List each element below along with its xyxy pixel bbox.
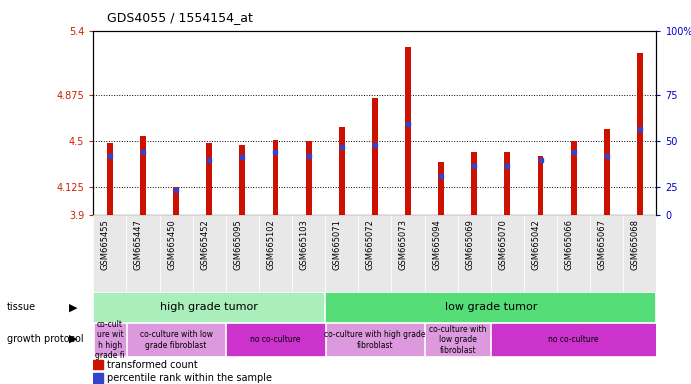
- Text: tissue: tissue: [7, 302, 36, 312]
- Bar: [571, 141, 576, 215]
- Bar: [173, 187, 179, 215]
- Text: GSM665452: GSM665452: [200, 219, 209, 270]
- Text: low grade tumor: low grade tumor: [444, 302, 537, 312]
- Text: GSM665095: GSM665095: [234, 219, 243, 270]
- Bar: [93, 293, 323, 322]
- Bar: [325, 215, 359, 292]
- Bar: [425, 323, 490, 356]
- Bar: [160, 215, 193, 292]
- Bar: [227, 323, 325, 356]
- Bar: [471, 152, 477, 215]
- Text: GSM665447: GSM665447: [134, 219, 143, 270]
- Text: GDS4055 / 1554154_at: GDS4055 / 1554154_at: [107, 12, 253, 25]
- Bar: [491, 215, 524, 292]
- Bar: [140, 136, 146, 215]
- Bar: [557, 215, 590, 292]
- Text: GSM665066: GSM665066: [565, 219, 574, 270]
- Bar: [193, 215, 226, 292]
- Bar: [305, 141, 312, 215]
- Text: co-culture with low
grade fibroblast: co-culture with low grade fibroblast: [140, 330, 213, 349]
- Text: GSM665103: GSM665103: [300, 219, 309, 270]
- Text: GSM665450: GSM665450: [167, 219, 176, 270]
- Text: GSM665094: GSM665094: [432, 219, 441, 270]
- Bar: [637, 53, 643, 215]
- Bar: [94, 323, 126, 356]
- Bar: [127, 323, 225, 356]
- Text: GSM665073: GSM665073: [399, 219, 408, 270]
- Text: GSM665072: GSM665072: [366, 219, 375, 270]
- Bar: [524, 215, 557, 292]
- Bar: [359, 215, 391, 292]
- Text: high grade tumor: high grade tumor: [160, 302, 258, 312]
- Text: GSM665069: GSM665069: [465, 219, 474, 270]
- Bar: [438, 162, 444, 215]
- Bar: [107, 142, 113, 215]
- Bar: [391, 215, 424, 292]
- Bar: [339, 127, 345, 215]
- Text: GSM665070: GSM665070: [498, 219, 507, 270]
- Bar: [491, 323, 656, 356]
- Text: ▶: ▶: [69, 334, 77, 344]
- Bar: [405, 47, 411, 215]
- Text: no co-culture: no co-culture: [549, 335, 599, 344]
- Text: percentile rank within the sample: percentile rank within the sample: [107, 373, 272, 383]
- Bar: [623, 215, 656, 292]
- Text: GSM665071: GSM665071: [333, 219, 342, 270]
- Bar: [93, 360, 104, 369]
- Bar: [239, 145, 245, 215]
- Text: GSM665067: GSM665067: [598, 219, 607, 270]
- Text: ▶: ▶: [69, 302, 77, 312]
- Bar: [604, 129, 609, 215]
- Text: co-cult
ure wit
h high
grade fi: co-cult ure wit h high grade fi: [95, 320, 124, 360]
- Text: co-culture with high grade
fibroblast: co-culture with high grade fibroblast: [324, 330, 426, 349]
- Bar: [326, 323, 424, 356]
- Bar: [126, 215, 160, 292]
- Text: GSM665455: GSM665455: [101, 219, 110, 270]
- Bar: [259, 215, 292, 292]
- Bar: [504, 152, 511, 215]
- Bar: [93, 373, 104, 382]
- Bar: [590, 215, 623, 292]
- Text: GSM665102: GSM665102: [267, 219, 276, 270]
- Bar: [457, 215, 491, 292]
- Bar: [226, 215, 259, 292]
- Bar: [206, 142, 212, 215]
- Text: transformed count: transformed count: [107, 360, 198, 370]
- Bar: [424, 215, 457, 292]
- Text: co-culture with
low grade
fibroblast: co-culture with low grade fibroblast: [429, 325, 486, 355]
- Bar: [325, 293, 655, 322]
- Bar: [292, 215, 325, 292]
- Bar: [93, 215, 126, 292]
- Bar: [372, 98, 378, 215]
- Bar: [272, 140, 278, 215]
- Text: no co-culture: no co-culture: [250, 335, 301, 344]
- Bar: [538, 156, 544, 215]
- Text: growth protocol: growth protocol: [7, 334, 84, 344]
- Text: GSM665068: GSM665068: [631, 219, 640, 270]
- Text: GSM665042: GSM665042: [531, 219, 540, 270]
